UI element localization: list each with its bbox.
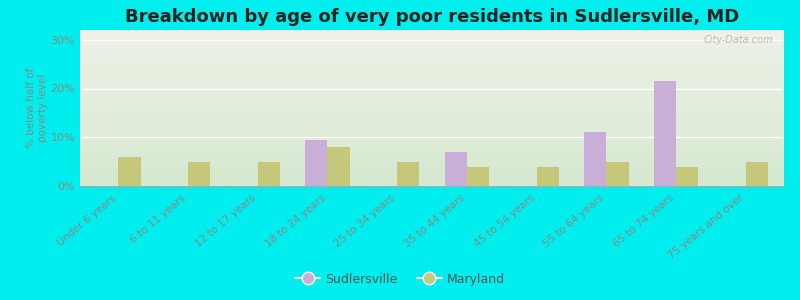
Text: City-Data.com: City-Data.com — [704, 35, 774, 45]
Bar — [327, 147, 350, 186]
Bar — [606, 162, 629, 186]
Bar — [118, 157, 141, 186]
Bar — [305, 140, 327, 186]
Bar — [258, 162, 280, 186]
Bar — [584, 132, 606, 186]
Bar — [654, 81, 676, 186]
Bar — [676, 167, 698, 186]
Bar — [445, 152, 467, 186]
Title: Breakdown by age of very poor residents in Sudlersville, MD: Breakdown by age of very poor residents … — [125, 8, 739, 26]
Bar — [467, 167, 489, 186]
Bar — [188, 162, 210, 186]
Bar — [537, 167, 559, 186]
Bar — [397, 162, 419, 186]
Legend: Sudlersville, Maryland: Sudlersville, Maryland — [290, 268, 510, 291]
Bar — [746, 162, 768, 186]
Y-axis label: % below half of
poverty level: % below half of poverty level — [26, 68, 48, 148]
